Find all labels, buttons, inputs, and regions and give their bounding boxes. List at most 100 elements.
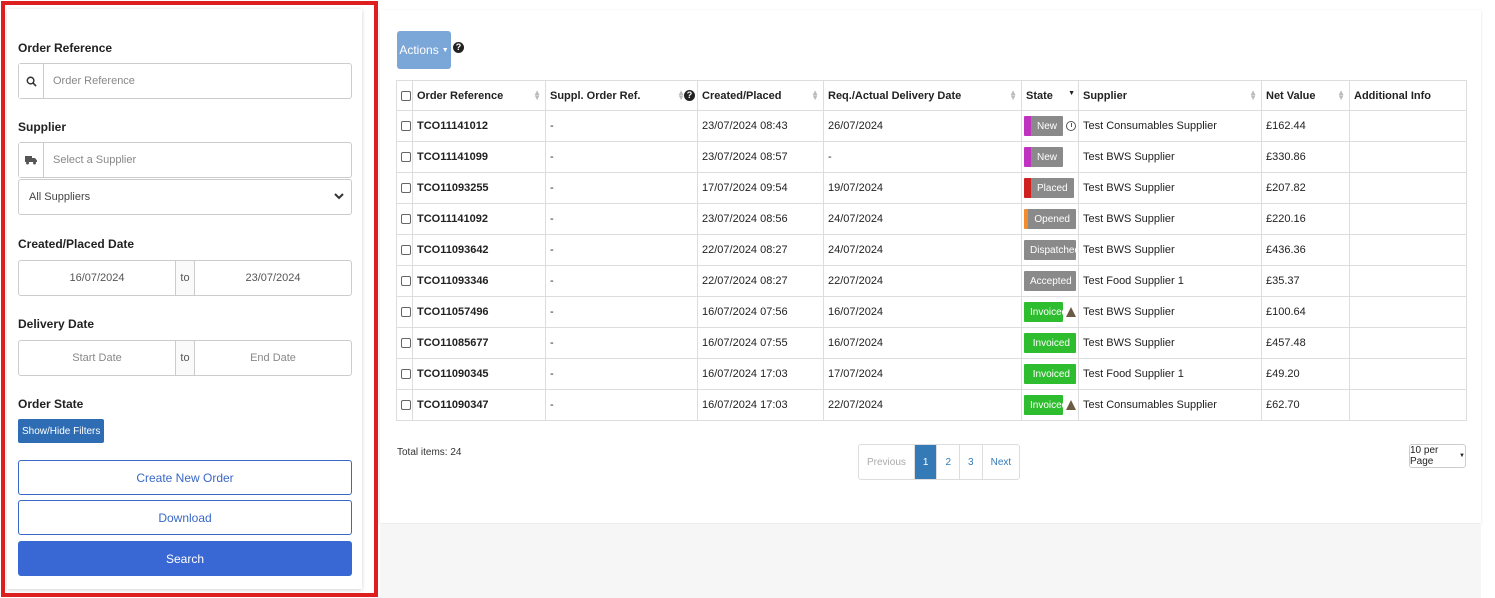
pagination-next[interactable]: Next	[981, 445, 1020, 479]
order-reference-cell[interactable]: TCO11141099	[412, 141, 546, 173]
filter-panel: Order Reference Supplier All Suppliers C…	[7, 9, 362, 589]
help-icon[interactable]: ?	[453, 42, 464, 53]
created-placed-cell: 17/07/2024 09:54	[697, 172, 824, 204]
select-all-checkbox[interactable]	[396, 80, 413, 111]
column-header-net-value[interactable]: Net Value ▲ ▼	[1261, 80, 1350, 111]
table-row[interactable]: TCO11093255-17/07/2024 09:54 19/07/2024 Pl…	[396, 172, 1467, 204]
per-page-dropdown[interactable]: 10 per Page ▼	[1409, 444, 1466, 468]
suppl-order-ref-cell: -	[545, 141, 698, 173]
status-badge-label: New	[1030, 116, 1063, 136]
order-reference-cell[interactable]: TCO11093346	[412, 265, 546, 297]
row-checkbox[interactable]	[396, 141, 413, 173]
clock-icon	[1066, 121, 1076, 131]
row-checkbox[interactable]	[396, 296, 413, 328]
actions-button[interactable]: Actions ▼	[397, 31, 451, 69]
supplier-cell: Test BWS Supplier	[1078, 203, 1262, 235]
delivery-date-cell: -	[823, 141, 1022, 173]
supplier-select-value: All Suppliers	[29, 191, 91, 203]
column-header-delivery-date[interactable]: Req./Actual Delivery Date ▲ ▼	[823, 80, 1022, 111]
pagination-page-2[interactable]: 2	[936, 445, 959, 479]
truck-icon	[19, 143, 44, 177]
row-checkbox[interactable]	[396, 110, 413, 142]
help-icon[interactable]: ?	[684, 90, 695, 101]
delivery-date-cell: 26/07/2024	[823, 110, 1022, 142]
suppl-order-ref-cell: -	[545, 110, 698, 142]
supplier-cell: Test Food Supplier 1	[1078, 265, 1262, 297]
table-row[interactable]: TCO11057496-16/07/2024 07:56 16/07/2024 In…	[396, 296, 1467, 328]
column-header-suppl-order-ref[interactable]: Suppl. Order Ref. ▲ ▼?	[545, 80, 698, 111]
order-reference-cell[interactable]: TCO11093255	[412, 172, 546, 204]
row-checkbox[interactable]	[396, 203, 413, 235]
status-badge: Placed	[1024, 178, 1074, 198]
column-header-supplier[interactable]: Supplier ▲ ▼	[1078, 80, 1262, 111]
order-reference-cell[interactable]: TCO11093642	[412, 234, 546, 266]
delivery-date-cell: 22/07/2024	[823, 265, 1022, 297]
additional-info-cell	[1349, 203, 1467, 235]
order-reference-cell[interactable]: TCO11090345	[412, 358, 546, 390]
status-badge: New	[1024, 116, 1063, 136]
net-value-cell: £49.20	[1261, 358, 1350, 390]
column-header-order-reference[interactable]: Order Reference ▲ ▼	[412, 80, 546, 111]
order-reference-field	[18, 63, 352, 99]
delivery-end-date[interactable]: End Date	[250, 352, 296, 364]
table-row[interactable]: TCO11141099-23/07/2024 08:57- New Test BWS…	[396, 141, 1467, 173]
search-button[interactable]: Search	[18, 541, 352, 576]
delivery-start-date[interactable]: Start Date	[72, 352, 122, 364]
table-row[interactable]: TCO11093346-22/07/2024 08:27 22/07/2024 Ac…	[396, 265, 1467, 297]
state-cell: Invoiced	[1021, 327, 1079, 359]
created-placed-cell: 22/07/2024 08:27	[697, 265, 824, 297]
additional-info-cell	[1349, 389, 1467, 421]
order-reference-input[interactable]	[44, 64, 351, 98]
order-reference-cell[interactable]: TCO11057496	[412, 296, 546, 328]
order-reference-cell[interactable]: TCO11141012	[412, 110, 546, 142]
created-date-to-label: to	[175, 261, 195, 295]
create-new-order-button[interactable]: Create New Order	[18, 460, 352, 495]
order-reference-cell[interactable]: TCO11090347	[412, 389, 546, 421]
pagination-page-1[interactable]: 1	[913, 445, 937, 479]
status-badge-label: Placed	[1031, 178, 1074, 198]
created-date-from[interactable]: 16/07/2024	[69, 272, 125, 284]
suppl-order-ref-cell: -	[545, 265, 698, 297]
page-footer-area	[380, 524, 1481, 598]
status-badge: Invoiced	[1024, 364, 1076, 384]
row-checkbox[interactable]	[396, 265, 413, 297]
delivery-date-label: Delivery Date	[18, 317, 95, 331]
additional-info-cell	[1349, 141, 1467, 173]
pagination-page-3[interactable]: 3	[959, 445, 982, 479]
supplier-cell: Test Consumables Supplier	[1078, 110, 1262, 142]
table-row[interactable]: TCO11090345-16/07/2024 17:03 17/07/2024 In…	[396, 358, 1467, 390]
column-header-state[interactable]: State ▼	[1021, 80, 1079, 111]
pagination-previous[interactable]: Previous	[867, 456, 906, 468]
supplier-select[interactable]: All Suppliers	[18, 179, 352, 215]
state-cell: Opened	[1021, 203, 1079, 235]
row-checkbox[interactable]	[396, 234, 413, 266]
row-checkbox[interactable]	[396, 358, 413, 390]
table-row[interactable]: TCO11141012-23/07/2024 08:43 26/07/2024 Ne…	[396, 110, 1467, 142]
supplier-cell: Test BWS Supplier	[1078, 172, 1262, 204]
download-button[interactable]: Download	[18, 500, 352, 535]
column-header-created-placed[interactable]: Created/Placed ▲ ▼	[697, 80, 824, 111]
row-checkbox[interactable]	[396, 327, 413, 359]
created-date-to[interactable]: 23/07/2024	[245, 272, 301, 284]
additional-info-cell	[1349, 172, 1467, 204]
order-reference-label: Order Reference	[18, 41, 113, 55]
row-checkbox[interactable]	[396, 172, 413, 204]
order-reference-cell[interactable]: TCO11085677	[412, 327, 546, 359]
supplier-cell: Test BWS Supplier	[1078, 327, 1262, 359]
supplier-search-input[interactable]	[44, 143, 351, 177]
net-value-cell: £457.48	[1261, 327, 1350, 359]
table-row[interactable]: TCO11141092-23/07/2024 08:56 24/07/2024 Op…	[396, 203, 1467, 235]
table-row[interactable]: TCO11093642-22/07/2024 08:27 24/07/2024 Di…	[396, 234, 1467, 266]
suppl-order-ref-cell: -	[545, 327, 698, 359]
created-placed-cell: 23/07/2024 08:57	[697, 141, 824, 173]
per-page-label: 10 per Page	[1410, 445, 1439, 467]
suppl-order-ref-cell: -	[545, 358, 698, 390]
order-reference-cell[interactable]: TCO11141092	[412, 203, 546, 235]
row-checkbox[interactable]	[396, 389, 413, 421]
additional-info-cell	[1349, 234, 1467, 266]
table-row[interactable]: TCO11090347-16/07/2024 17:03 22/07/2024 In…	[396, 389, 1467, 421]
order-state-label: Order State	[18, 397, 84, 411]
created-placed-cell: 16/07/2024 07:55	[697, 327, 824, 359]
table-row[interactable]: TCO11085677-16/07/2024 07:55 16/07/2024 In…	[396, 327, 1467, 359]
show-hide-filters-button[interactable]: Show/Hide Filters	[18, 419, 105, 443]
